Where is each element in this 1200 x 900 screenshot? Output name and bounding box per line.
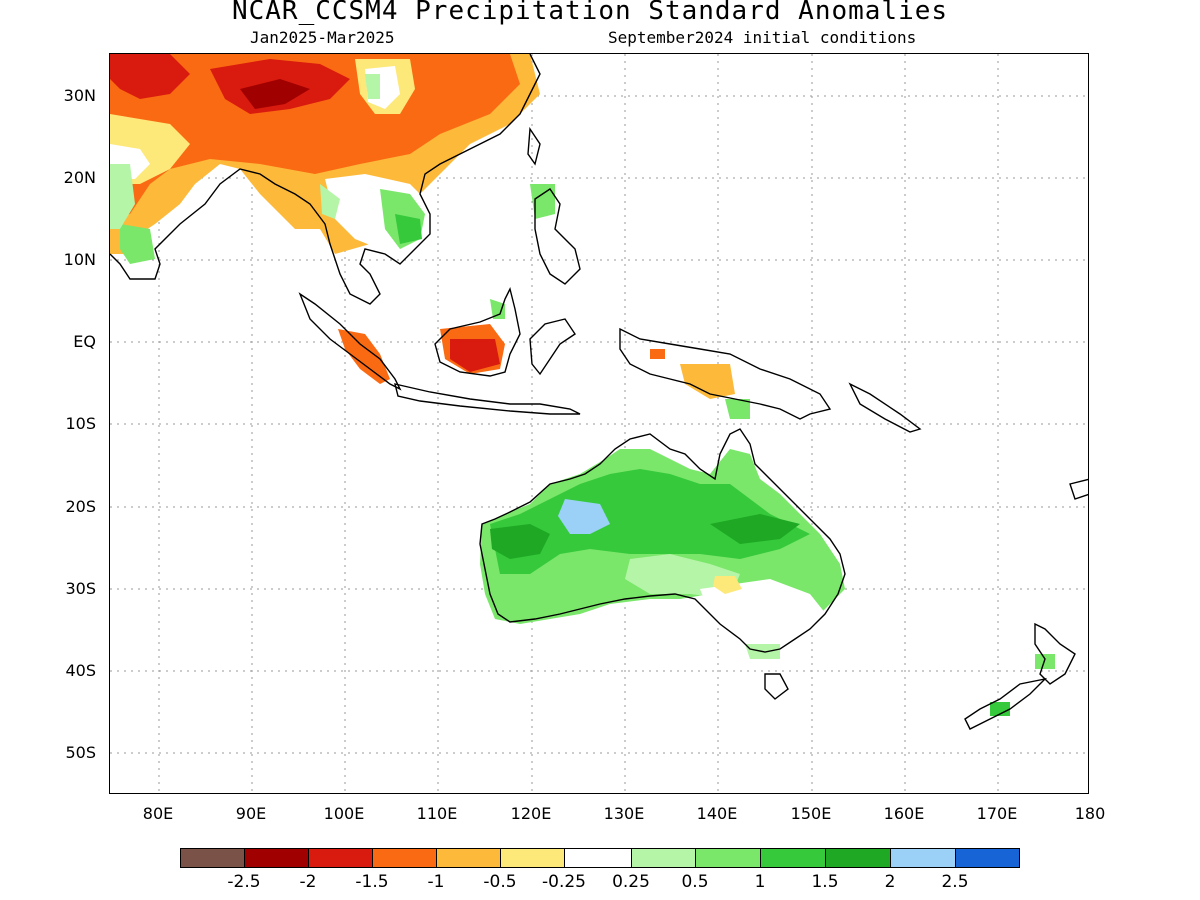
lon-label: 130E xyxy=(603,804,645,823)
maritime-anomaly-shading xyxy=(338,299,750,419)
colorbar-swatch xyxy=(372,848,437,868)
lon-label: 100E xyxy=(323,804,365,823)
colorbar-label: -2 xyxy=(299,872,317,892)
colorbar-label: -1 xyxy=(427,872,445,892)
anomaly-map xyxy=(110,54,1088,793)
colorbar-swatch xyxy=(825,848,891,868)
lat-label: 20N xyxy=(63,168,96,187)
colorbar-label: -2.5 xyxy=(227,872,261,892)
colorbar-label: 0.5 xyxy=(681,872,709,892)
colorbar-swatch xyxy=(180,848,245,868)
chart-title: NCAR_CCSM4 Precipitation Standard Anomal… xyxy=(231,0,949,26)
lat-label: 30N xyxy=(63,86,96,105)
lat-label: EQ xyxy=(73,332,96,351)
colorbar-swatch xyxy=(500,848,565,868)
lon-label: 90E xyxy=(235,804,267,823)
colorbar-label: -1.5 xyxy=(355,872,389,892)
lon-label: 150E xyxy=(790,804,832,823)
colorbar-swatch xyxy=(695,848,761,868)
lon-label: 180 xyxy=(1074,804,1106,823)
map-panel xyxy=(109,53,1089,794)
indochina-anomaly-shading xyxy=(320,174,555,254)
lat-label: 20S xyxy=(65,497,96,516)
lat-label: 40S xyxy=(65,661,96,680)
colorbar-swatch xyxy=(564,848,632,868)
initial-conditions: September2024 initial conditions xyxy=(608,28,917,47)
lat-label: 50S xyxy=(65,743,96,762)
lon-label: 120E xyxy=(510,804,552,823)
lon-label: 160E xyxy=(883,804,925,823)
colorbar-swatch xyxy=(436,848,501,868)
colorbar-label: -0.25 xyxy=(542,872,586,892)
lat-label: 10N xyxy=(63,250,96,269)
colorbar-label: 2 xyxy=(884,872,896,892)
asia-anomaly-shading xyxy=(110,54,540,264)
colorbar-label: 0.25 xyxy=(612,872,650,892)
colorbar-label: 1.5 xyxy=(811,872,839,892)
colorbar-swatch xyxy=(890,848,956,868)
colorbar-label: 1 xyxy=(754,872,766,892)
colorbar-swatch xyxy=(244,848,309,868)
lat-label: 30S xyxy=(65,579,96,598)
lon-label: 110E xyxy=(416,804,458,823)
lat-label: 10S xyxy=(65,414,96,433)
lon-label: 170E xyxy=(976,804,1018,823)
coastlines xyxy=(110,54,1088,730)
lon-label: 80E xyxy=(142,804,174,823)
australia-anomaly-shading xyxy=(480,449,1055,716)
lon-label: 140E xyxy=(696,804,738,823)
colorbar-swatch xyxy=(760,848,826,868)
colorbar-label: -0.5 xyxy=(483,872,517,892)
forecast-period: Jan2025-Mar2025 xyxy=(250,28,395,47)
colorbar-swatch xyxy=(631,848,696,868)
colorbar-swatch xyxy=(308,848,373,868)
colorbar-swatch xyxy=(955,848,1020,868)
colorbar-label: 2.5 xyxy=(941,872,969,892)
